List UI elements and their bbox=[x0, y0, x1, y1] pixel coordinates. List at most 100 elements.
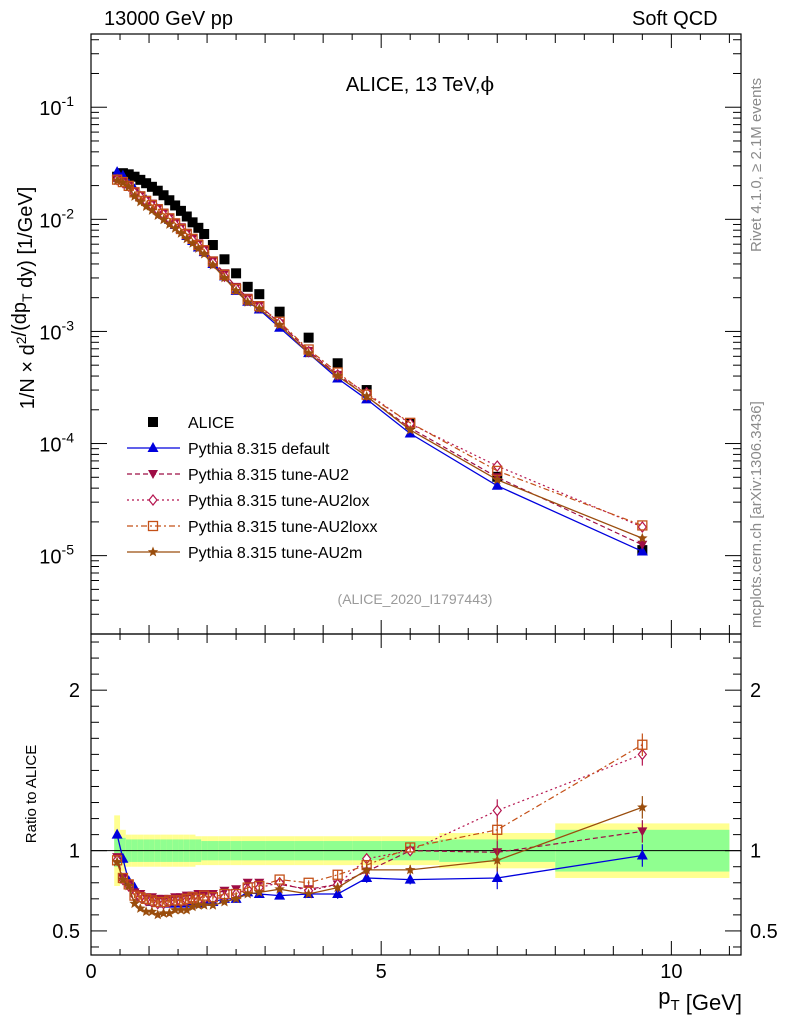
legend-marker-au2m bbox=[147, 546, 159, 557]
ratio-point-au2m bbox=[135, 903, 146, 913]
ratio-point-au2m bbox=[169, 904, 181, 915]
point-au2m bbox=[146, 205, 158, 215]
ratio-point-au2loxx bbox=[332, 869, 343, 880]
y-axis-label: 1/N × d2/(dpT dy) [1/GeV] bbox=[9, 187, 39, 410]
ratio-point-au2m bbox=[230, 893, 242, 904]
data-point-alice bbox=[207, 240, 218, 251]
ratio-y-tick-label: 2 bbox=[69, 680, 80, 702]
ratio-point-au2m bbox=[146, 906, 158, 917]
point-default bbox=[636, 545, 648, 556]
point-au2loxx bbox=[230, 283, 242, 294]
data-point-alice bbox=[152, 185, 163, 196]
data-point-alice bbox=[199, 228, 210, 239]
x-tick-label: 0 bbox=[85, 961, 96, 983]
point-au2m bbox=[175, 227, 187, 238]
y-tick-label: 10-3 bbox=[39, 317, 74, 344]
ratio-point-au2loxx bbox=[146, 895, 158, 906]
ratio-point-au2m bbox=[187, 901, 198, 912]
legend-label-au2loxx: Pythia 8.315 tune-AU2loxx bbox=[188, 519, 377, 536]
point-au2m bbox=[152, 210, 163, 220]
side-rivet-info: Rivet 4.1.0, ≥ 2.1M events bbox=[748, 77, 765, 252]
ratio-y-tick-label: 1 bbox=[69, 841, 80, 863]
axes-frames: 0 5 10 10-5 10-4 10-3 10-2 10-1 0.5 0.5 1 1 2 2 bbox=[39, 33, 778, 983]
x-axis-label: pT [GeV] bbox=[658, 984, 742, 1015]
ratio-point-au2m bbox=[152, 909, 163, 920]
legend-label-default: Pythia 8.315 default bbox=[188, 441, 330, 458]
data-point-alice bbox=[123, 169, 134, 180]
data-point-alice bbox=[242, 281, 253, 292]
ratio-point-au2loxx bbox=[164, 895, 175, 906]
ratio-y-axis-label: Ratio to ALICE bbox=[23, 745, 40, 843]
ratio-point-au2m bbox=[405, 864, 416, 875]
ratio-point-au2m bbox=[111, 856, 123, 867]
ratio-point-au2loxx bbox=[140, 893, 152, 904]
ratio-point-au2m bbox=[637, 801, 648, 812]
header-process: Soft QCD bbox=[632, 8, 718, 30]
data-point-alice bbox=[254, 289, 265, 300]
data-point-alice bbox=[135, 174, 146, 185]
point-au2m bbox=[193, 242, 204, 253]
ratio-point-au2lox bbox=[492, 804, 503, 817]
ratio-point-default bbox=[111, 828, 123, 839]
ratio-point-default bbox=[361, 871, 373, 882]
ratio-y-tick-label: 1 bbox=[750, 841, 761, 863]
point-default bbox=[111, 166, 123, 177]
analysis-tag: (ALICE_2020_I1797443) bbox=[338, 591, 493, 607]
ratio-plot-frame bbox=[90, 633, 742, 956]
data-point-alice bbox=[231, 268, 242, 279]
point-au2m bbox=[169, 222, 181, 233]
legend-marker-default bbox=[147, 442, 159, 452]
data-point-alice bbox=[141, 178, 152, 189]
point-au2m bbox=[219, 272, 230, 283]
data-point-alice bbox=[129, 171, 140, 182]
ratio-point-au2m bbox=[129, 898, 140, 909]
data-point-alice bbox=[146, 181, 157, 192]
ratio-point-au2loxx bbox=[152, 896, 163, 908]
data-point-alice bbox=[303, 332, 314, 343]
ratio-point-au2loxx bbox=[303, 877, 314, 888]
point-au2m bbox=[164, 219, 175, 229]
point-au2m bbox=[135, 196, 146, 207]
point-au2m bbox=[181, 233, 192, 244]
point-au2m bbox=[405, 424, 416, 435]
ratio-point-au2loxx bbox=[135, 892, 146, 903]
point-au2m bbox=[242, 296, 253, 307]
y-tick-label: 10-1 bbox=[39, 93, 74, 120]
point-au2m bbox=[254, 303, 265, 313]
ratio-point-au2loxx bbox=[637, 739, 648, 750]
point-au2m bbox=[198, 248, 210, 259]
y-tick-label: 10-2 bbox=[39, 205, 74, 232]
ratio-point-au2 bbox=[637, 827, 648, 837]
y-tick-label: 10-5 bbox=[39, 542, 74, 569]
ratio-point-au2m bbox=[158, 907, 169, 918]
data-point-alice bbox=[164, 195, 175, 206]
ratio-point-au2loxx bbox=[492, 824, 503, 835]
legend-marker-au2 bbox=[148, 470, 158, 479]
ratio-point-au2loxx bbox=[181, 893, 192, 904]
ratio-point-au2loxx bbox=[405, 842, 416, 853]
ratio-point-au2m bbox=[117, 874, 129, 884]
point-au2m bbox=[207, 259, 219, 270]
ratio-point-au2m bbox=[274, 883, 285, 894]
data-point-alice bbox=[181, 211, 192, 222]
point-au2m bbox=[129, 190, 140, 201]
plot-title: ALICE, 13 TeV,ϕ bbox=[346, 72, 494, 96]
data-point-alice bbox=[219, 254, 230, 265]
point-au2m bbox=[303, 347, 314, 358]
point-au2m bbox=[117, 177, 129, 188]
legend-label-data: ALICE bbox=[188, 415, 234, 432]
point-au2m bbox=[332, 370, 343, 381]
point-au2m bbox=[492, 474, 503, 485]
ratio-point-au2m bbox=[361, 864, 372, 875]
ratio-point-au2m bbox=[198, 899, 210, 910]
ratio-point-au2m bbox=[175, 904, 187, 915]
x-tick-label: 5 bbox=[376, 961, 387, 983]
y-tick-label: 10-4 bbox=[39, 430, 74, 457]
data-point-alice bbox=[332, 358, 343, 369]
point-default bbox=[491, 479, 503, 490]
point-au2m bbox=[230, 285, 242, 296]
ratio-point-default bbox=[332, 888, 344, 899]
ratio-point-default bbox=[404, 873, 416, 884]
point-au2m bbox=[140, 201, 152, 211]
ratio-point-au2m bbox=[181, 904, 192, 915]
